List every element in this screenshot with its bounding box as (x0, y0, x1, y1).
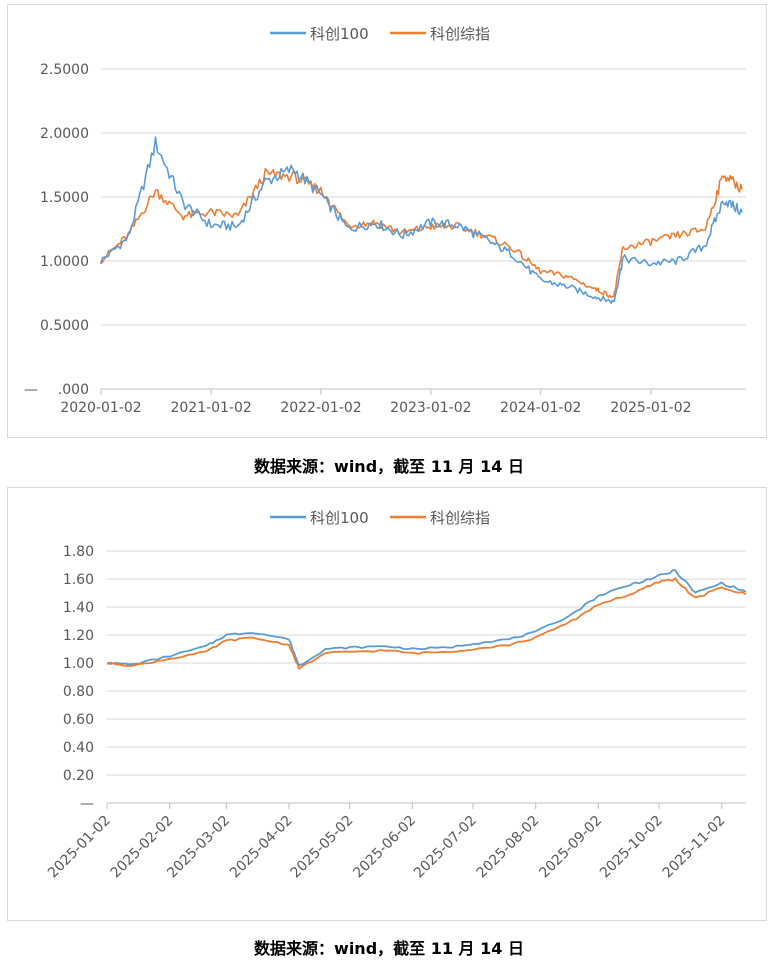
y-tick-label: 2.5000 (40, 62, 89, 78)
x-tick-label: 2025-06-02 (350, 813, 419, 882)
line-chart-top: .000 0.5000 1.0000 1.5000 2.0000 2.5000 — 2020-… (24, 25, 746, 416)
y-tick-label: — (80, 796, 94, 812)
series-line-2 (100, 168, 743, 299)
y-tick-label: .000 (58, 382, 89, 398)
y-tick-label: 1.20 (63, 628, 94, 644)
legend-label-2: 科创综指 (430, 25, 490, 43)
x-tick-label: 2025-01-02 (45, 813, 114, 882)
x-tick-label: 2022-01-02 (280, 400, 361, 416)
series-line-2 (106, 577, 747, 670)
x-tick-label: 2025-07-02 (411, 813, 480, 882)
x-tick-label: 2025-08-02 (474, 813, 543, 882)
x-tick-label: 2025-04-02 (227, 813, 296, 882)
legend-label-1: 科创100 (310, 25, 369, 43)
x-tick-label: 2025-09-02 (536, 813, 605, 882)
x-tick-label: 2025-10-02 (597, 813, 666, 882)
legend: 科创100 科创综指 (270, 25, 490, 43)
source-note-bottom: 数据来源：wind，截至 11 月 14 日 (254, 939, 524, 958)
series-line-1 (106, 569, 747, 667)
y-tick-label: 1.40 (63, 600, 94, 616)
y-zero-label: — (24, 382, 38, 398)
y-tick-label: 2.0000 (40, 126, 89, 142)
x-tick-label: 2025-11-02 (660, 813, 729, 882)
line-chart-bottom: — 0.20 0.40 0.60 0.80 1.00 1.20 1.40 1.60 1.80 202… (45, 509, 747, 882)
y-tick-label: 0.80 (63, 684, 94, 700)
y-tick-label: 1.60 (63, 572, 94, 588)
chart-panel-bottom: — 0.20 0.40 0.60 0.80 1.00 1.20 1.40 1.60 1.80 202… (7, 487, 767, 921)
y-tick-label: 1.80 (63, 544, 94, 560)
legend-label-2: 科创综指 (430, 509, 490, 527)
x-tick-label: 2025-05-02 (288, 813, 357, 882)
chart-panel-top: .000 0.5000 1.0000 1.5000 2.0000 2.5000 — 2020-… (7, 4, 767, 438)
x-tick-label: 2025-01-02 (610, 400, 691, 416)
legend-label-1: 科创100 (310, 509, 369, 527)
y-tick-label: 1.5000 (40, 190, 89, 206)
y-tick-label: 1.0000 (40, 254, 89, 270)
y-tick-label: 0.5000 (40, 318, 89, 334)
x-tick-label: 2021-01-02 (170, 400, 251, 416)
y-tick-label: 0.20 (63, 768, 94, 784)
legend: 科创100 科创综指 (270, 509, 490, 527)
x-tick-label: 2023-01-02 (390, 400, 471, 416)
source-note-top: 数据来源：wind，截至 11 月 14 日 (254, 457, 524, 476)
x-tick-label: 2020-01-02 (60, 400, 141, 416)
series-line-1 (99, 136, 743, 304)
x-tick-label: 2024-01-02 (500, 400, 581, 416)
y-tick-label: 1.00 (63, 656, 94, 672)
y-tick-label: 0.60 (63, 712, 94, 728)
y-tick-label: 0.40 (63, 740, 94, 756)
